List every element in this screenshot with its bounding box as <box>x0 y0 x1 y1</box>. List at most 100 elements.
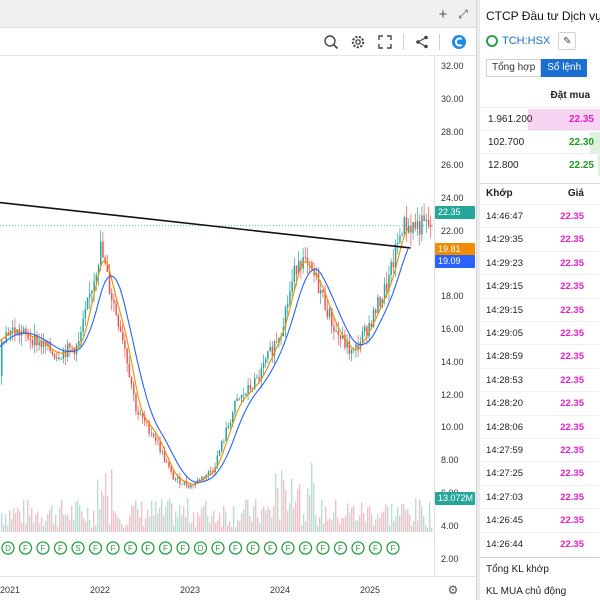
volume-bar <box>95 525 97 532</box>
zoom-icon[interactable] <box>320 31 342 53</box>
trade-price: 22.35 <box>560 351 584 363</box>
volume-bar <box>23 499 25 532</box>
trade-row[interactable]: 14:28:06 22.35 <box>480 414 600 438</box>
expand-icon[interactable]: ⤢ <box>458 6 468 21</box>
bid-row[interactable]: 102.700 22.30 <box>480 130 600 153</box>
bid-price: 22.35 <box>568 114 594 125</box>
trade-row[interactable]: 14:29:05 22.35 <box>480 321 600 344</box>
volume-bar <box>9 510 11 532</box>
volume-bar <box>161 498 163 532</box>
trade-row[interactable]: 14:29:15 22.35 <box>480 297 600 321</box>
tab-order-book[interactable]: Sổ lệnh <box>541 59 588 77</box>
axis-settings-icon[interactable]: ⚙ <box>447 583 459 597</box>
trade-row[interactable]: 14:28:20 22.35 <box>480 391 600 414</box>
trade-row[interactable]: 14:29:35 22.35 <box>480 227 600 250</box>
bid-title: Đặt mua <box>550 90 590 101</box>
candle-body <box>339 335 342 339</box>
volume-bar <box>57 526 59 532</box>
trade-row[interactable]: 14:28:53 22.35 <box>480 367 600 391</box>
trade-price: 22.35 <box>560 304 584 316</box>
chart-top-strip: + ⤢ <box>0 0 476 28</box>
volume-bar <box>331 520 333 532</box>
bid-row[interactable]: 12.800 22.25 <box>480 153 600 176</box>
fullscreen-icon[interactable] <box>374 31 396 53</box>
trade-row[interactable]: 14:26:45 22.35 <box>480 508 600 531</box>
volume-bar <box>67 514 69 532</box>
panel-divider[interactable] <box>476 0 480 600</box>
y-tick-label: 32.00 <box>441 61 464 72</box>
trade-row[interactable]: 14:26:44 22.35 <box>480 531 600 555</box>
candle-body <box>130 377 133 385</box>
volume-bar <box>235 527 237 532</box>
volume-bar <box>183 506 185 532</box>
trade-row[interactable]: 14:29:15 22.35 <box>480 274 600 297</box>
trade-row[interactable]: 14:28:59 22.35 <box>480 344 600 367</box>
candle-body <box>381 298 384 307</box>
event-marker-label: F <box>251 544 256 553</box>
candle-body <box>69 343 71 348</box>
trade-row[interactable]: 14:27:25 22.35 <box>480 461 600 484</box>
candle-body <box>177 476 179 479</box>
volume-bar <box>259 523 261 532</box>
candle-body <box>425 219 428 221</box>
volume-bar <box>313 482 315 532</box>
volume-bar <box>209 522 211 532</box>
y-tick-label: 16.00 <box>441 323 464 334</box>
volume-bar <box>327 520 329 532</box>
candle-body <box>350 349 353 354</box>
volume-bar <box>325 506 327 532</box>
candle-body <box>390 261 392 275</box>
x-tick-label: 2025 <box>359 585 381 595</box>
volume-bar <box>193 512 195 532</box>
share-icon[interactable] <box>411 31 433 53</box>
price-axis[interactable]: 32.0030.0028.0026.0024.0022.0020.0018.00… <box>434 56 476 576</box>
bid-row[interactable]: 1.961.200 22.35 <box>480 107 600 130</box>
plus-icon[interactable]: + <box>438 5 448 23</box>
candle-body <box>53 354 56 359</box>
volume-bar <box>189 523 191 532</box>
candle-body <box>3 341 5 343</box>
volume-bar <box>213 510 215 532</box>
volume-bar <box>77 500 79 532</box>
trade-time: 14:29:05 <box>486 328 523 339</box>
volume-bar <box>341 518 343 532</box>
volume-bar <box>429 501 431 532</box>
volume-bar <box>3 524 5 532</box>
edit-pencil-icon[interactable]: ✎ <box>558 32 577 50</box>
tab-overview[interactable]: Tổng hợp <box>486 59 542 77</box>
logo-icon[interactable] <box>448 31 470 53</box>
volume-bar <box>329 518 331 532</box>
volume-bar <box>351 507 353 532</box>
candle-body <box>245 393 247 396</box>
volume-bar <box>279 519 281 532</box>
time-axis[interactable]: ⚙ 2021 2022 2023 2024 2025 <box>0 576 476 600</box>
volume-bar <box>127 524 129 532</box>
trade-row[interactable]: 14:46:47 22.35 <box>480 204 600 227</box>
candle-body <box>86 297 89 310</box>
trade-price: 22.35 <box>560 515 584 527</box>
volume-bar <box>247 499 249 532</box>
candle-body <box>82 318 84 333</box>
candle-body <box>148 421 150 434</box>
volume-bar <box>101 490 103 532</box>
volume-bar <box>363 513 365 532</box>
trade-price: 22.35 <box>560 468 584 480</box>
event-marker <box>281 541 295 555</box>
ticker-symbol[interactable]: TCH:HSX <box>502 35 551 47</box>
candle-body <box>337 330 340 336</box>
volume-bar <box>105 473 107 532</box>
candle-body <box>392 261 395 268</box>
candle-body <box>399 235 401 243</box>
volume-bar <box>285 489 287 532</box>
trade-row[interactable]: 14:27:59 22.35 <box>480 438 600 461</box>
trade-row[interactable]: 14:29:23 22.35 <box>480 250 600 274</box>
candle-body <box>51 351 54 355</box>
candle-body <box>291 281 293 292</box>
settings-icon[interactable] <box>347 31 369 53</box>
trade-row[interactable]: 14:27:03 22.35 <box>480 484 600 508</box>
volume-bar <box>375 519 377 532</box>
volume-bar <box>423 516 425 532</box>
volume-bar <box>295 501 297 532</box>
trade-time: 14:28:53 <box>486 374 523 386</box>
